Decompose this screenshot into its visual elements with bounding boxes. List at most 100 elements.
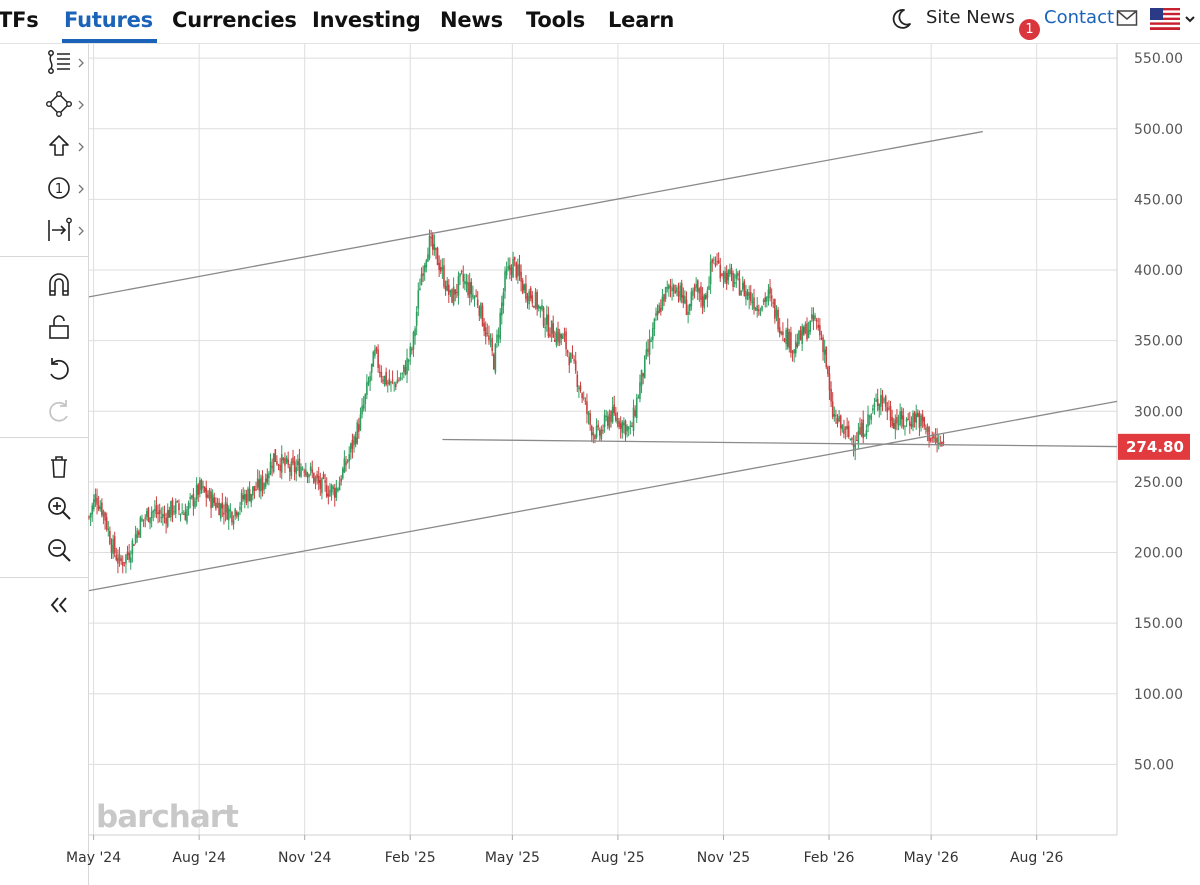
time-tick-label: Aug '24 [172, 850, 226, 866]
candle-body [327, 493, 330, 497]
candle-body [120, 558, 122, 562]
site-news-link[interactable]: Site News [926, 7, 1015, 28]
unlock-icon[interactable] [43, 311, 75, 343]
candle-body [939, 442, 942, 444]
candle-body [822, 337, 824, 353]
price-tick-label: 500.00 [1134, 122, 1183, 138]
nav-item-learn[interactable]: Learn [608, 8, 675, 32]
candle-body [406, 358, 408, 375]
candle-body [917, 412, 919, 417]
submenu-arrow-icon[interactable] [77, 223, 85, 236]
redo-icon[interactable] [43, 395, 75, 427]
candle-body [171, 499, 174, 515]
candle-body [182, 514, 185, 516]
candle-body [576, 374, 579, 388]
candle-body [277, 464, 280, 466]
trendline[interactable] [88, 400, 1118, 592]
envelope-icon[interactable] [1116, 9, 1138, 27]
candle-body [361, 405, 363, 415]
nav-item-investing[interactable]: Investing [312, 8, 421, 32]
candle-body [380, 372, 383, 378]
candle-body [732, 273, 734, 287]
submenu-arrow-icon[interactable] [77, 181, 85, 194]
candle-body [870, 414, 873, 421]
us-flag-icon[interactable] [1150, 8, 1180, 30]
chevron-down-icon[interactable] [1184, 12, 1196, 24]
candle-body [855, 439, 858, 441]
shapes-tools-icon[interactable] [43, 88, 75, 120]
candle-body [730, 267, 733, 275]
zoom-out-icon[interactable] [43, 534, 75, 566]
candle-body [470, 281, 473, 295]
candle-body [435, 247, 437, 250]
measure-tools-icon[interactable] [43, 214, 75, 246]
trendline[interactable] [88, 130, 983, 298]
candle-body [329, 489, 331, 497]
candle-body [735, 274, 738, 279]
trendline[interactable] [442, 438, 1118, 448]
candle-body [705, 295, 707, 300]
candle-body [714, 263, 717, 266]
submenu-arrow-icon[interactable] [77, 97, 85, 110]
candle-body [925, 428, 927, 430]
nav-item-currencies[interactable]: Currencies [172, 8, 297, 32]
nav-item-tfs[interactable]: TFs [0, 8, 39, 32]
candle-body [369, 376, 371, 382]
candle-body [554, 339, 556, 342]
candle-body [237, 512, 240, 517]
magnet-icon[interactable] [43, 269, 75, 301]
candle-body [900, 410, 903, 420]
candle-body [439, 266, 442, 272]
candle-body [441, 267, 444, 270]
candle-body [186, 509, 188, 523]
submenu-arrow-icon[interactable] [77, 55, 85, 68]
submenu-arrow-icon[interactable] [77, 139, 85, 152]
time-tick-label: Nov '24 [278, 850, 332, 866]
trendlines[interactable] [88, 130, 1118, 592]
candle-body [224, 502, 227, 513]
undo-icon[interactable] [43, 353, 75, 385]
candle-body [640, 369, 643, 386]
nav-item-tools[interactable]: Tools [526, 8, 586, 32]
candle-body [857, 431, 860, 444]
candle-body [452, 286, 455, 305]
candle-body [137, 531, 140, 535]
arrow-up-annotation-icon[interactable] [43, 130, 75, 162]
line-tools-icon[interactable] [43, 46, 75, 78]
candle-body [891, 417, 893, 427]
trash-icon[interactable] [43, 450, 75, 482]
collapse-double-chevron-icon[interactable] [43, 589, 75, 621]
candle-body [751, 301, 754, 304]
nav-item-futures[interactable]: Futures [64, 8, 153, 32]
contact-link[interactable]: Contact [1044, 7, 1115, 28]
candle-body [382, 379, 384, 382]
moon-icon[interactable] [888, 6, 914, 32]
candle-body [372, 351, 375, 367]
candle-body [518, 264, 521, 276]
number-marker-icon[interactable]: 1 [43, 172, 75, 204]
price-tick-label: 200.00 [1134, 546, 1183, 562]
candle-body [602, 430, 604, 432]
candle-body [549, 333, 551, 337]
candle-body [878, 403, 881, 411]
candle-body [94, 494, 97, 503]
candle-body [881, 394, 884, 404]
candle-body [933, 434, 935, 439]
candle-body [637, 396, 640, 399]
candle-body [590, 426, 593, 436]
candle-body [860, 423, 863, 437]
candle-body [783, 339, 786, 341]
candle-body [264, 478, 267, 487]
time-tick-label: Feb '25 [385, 850, 436, 866]
candle-body [386, 382, 389, 384]
candle-body [592, 432, 595, 436]
candle-body [245, 494, 248, 503]
candle-body [261, 475, 264, 491]
nav-item-news[interactable]: News [440, 8, 503, 32]
zoom-in-icon[interactable] [43, 492, 75, 524]
candle-body [149, 517, 151, 524]
candle-body [125, 554, 127, 564]
candle-body [568, 356, 571, 366]
candle-body [306, 472, 309, 478]
